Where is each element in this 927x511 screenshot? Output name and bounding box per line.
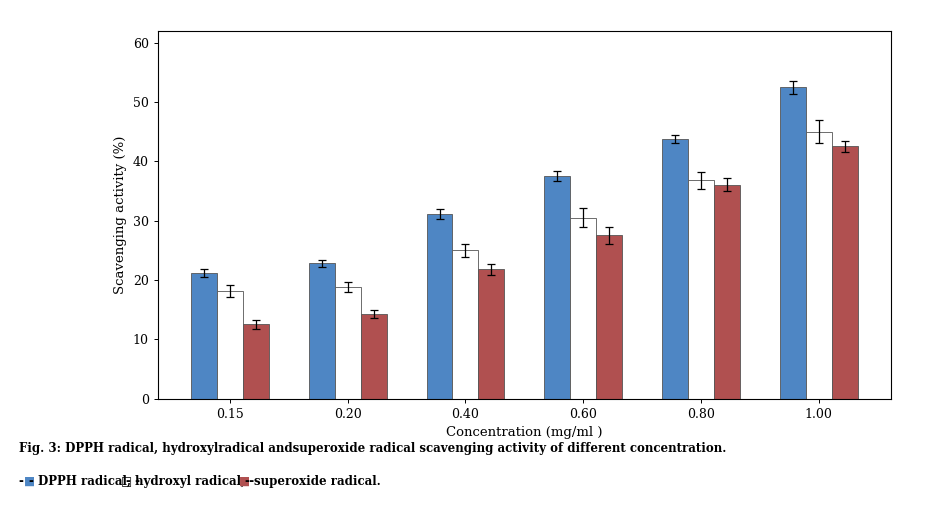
Text: - superoxide radical.: - superoxide radical. <box>245 475 380 488</box>
Bar <box>426 214 452 399</box>
Bar <box>361 314 387 399</box>
Bar <box>335 287 361 399</box>
Bar <box>687 180 713 399</box>
Bar <box>831 146 857 399</box>
Text: ■: ■ <box>239 475 250 488</box>
Text: □: □ <box>121 475 132 488</box>
Bar <box>217 291 243 399</box>
Bar <box>805 131 831 399</box>
Bar <box>713 185 739 399</box>
Bar <box>595 236 621 399</box>
Bar <box>569 218 595 399</box>
Text: -: - <box>19 475 23 488</box>
Text: ■: ■ <box>24 475 35 488</box>
Y-axis label: Scavenging activity (%): Scavenging activity (%) <box>114 135 127 294</box>
Text: - DPPH radical, -: - DPPH radical, - <box>30 475 140 488</box>
Bar <box>779 87 805 399</box>
Bar <box>452 250 478 399</box>
Bar <box>544 176 569 399</box>
Bar <box>243 324 269 399</box>
X-axis label: Concentration (mg/ml ): Concentration (mg/ml ) <box>446 426 602 439</box>
Bar <box>309 263 335 399</box>
Text: - hydroxyl radical, -: - hydroxyl radical, - <box>126 475 254 488</box>
Bar <box>478 269 503 399</box>
Bar <box>191 273 217 399</box>
Bar <box>661 138 687 399</box>
Text: Fig. 3: DPPH radical, hydroxylradical andsuperoxide radical scavenging activity : Fig. 3: DPPH radical, hydroxylradical an… <box>19 442 725 455</box>
